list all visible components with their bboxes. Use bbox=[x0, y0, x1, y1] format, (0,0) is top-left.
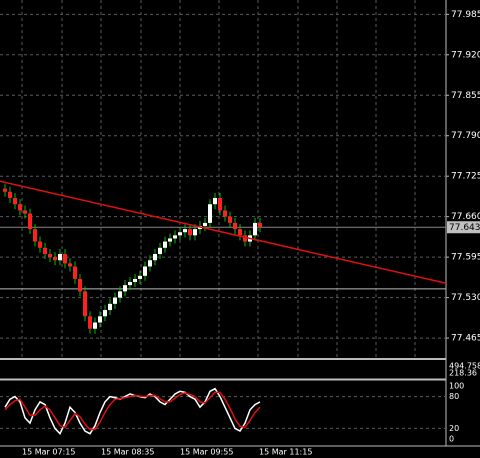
candle-body bbox=[103, 310, 107, 317]
candle-body bbox=[68, 263, 72, 267]
candle-body bbox=[118, 291, 122, 298]
y-tick-label: 77.920 bbox=[451, 50, 480, 60]
osc-tick-label: 20 bbox=[449, 424, 459, 433]
current-price-box bbox=[447, 221, 480, 234]
candle-body bbox=[38, 241, 42, 248]
y-tick-label: 77.530 bbox=[451, 293, 480, 303]
candle-body bbox=[18, 204, 22, 211]
y-tick-label: 77.595 bbox=[451, 253, 480, 263]
osc-tick-label: 80 bbox=[449, 392, 459, 401]
candle-body bbox=[233, 222, 237, 230]
osc-tick-label: 0 bbox=[449, 435, 454, 444]
candle-body bbox=[178, 232, 182, 236]
x-tick-label: 15 Mar 08:35 bbox=[101, 448, 154, 457]
candle-body bbox=[158, 247, 162, 255]
candle-body bbox=[168, 238, 172, 242]
y-tick-label: 77.660 bbox=[451, 212, 480, 222]
candle-body bbox=[93, 322, 97, 329]
osc-tick-label: 100 bbox=[449, 382, 464, 391]
candle-body bbox=[148, 260, 152, 267]
candle-body bbox=[228, 216, 232, 223]
candle-body bbox=[153, 254, 157, 261]
candle-body bbox=[63, 254, 67, 264]
current-price-label: 77.643 bbox=[449, 223, 480, 233]
candle-body bbox=[78, 278, 82, 292]
y-tick-label: 77.855 bbox=[451, 91, 480, 101]
candle-body bbox=[13, 197, 17, 205]
candle-body bbox=[113, 297, 117, 304]
candle-body bbox=[253, 222, 257, 236]
candle-body bbox=[23, 210, 27, 214]
indicator-label: 494.758 bbox=[449, 362, 480, 371]
candle-body bbox=[3, 188, 7, 192]
candle-body bbox=[258, 222, 262, 228]
x-tick-label: 15 Mar 07:15 bbox=[22, 448, 75, 457]
candle-body bbox=[128, 282, 132, 286]
candle-body bbox=[193, 229, 197, 236]
candle-body bbox=[53, 257, 57, 261]
candle-body bbox=[133, 278, 137, 283]
candle-body bbox=[223, 210, 227, 217]
indicator-label: 218.36 bbox=[449, 369, 477, 378]
candle-body bbox=[208, 204, 212, 223]
candle-body bbox=[163, 241, 167, 248]
trendline bbox=[0, 180, 447, 285]
y-tick-label: 77.725 bbox=[451, 172, 480, 182]
candle-body bbox=[8, 191, 12, 198]
y-tick-label: 77.465 bbox=[451, 334, 480, 344]
candle-body bbox=[213, 197, 217, 205]
y-tick-label: 77.985 bbox=[451, 10, 480, 20]
candle-body bbox=[238, 229, 242, 236]
candle-body bbox=[28, 213, 32, 230]
candle-body bbox=[48, 254, 52, 258]
oscillator-line bbox=[4, 391, 261, 431]
candle-body bbox=[173, 235, 177, 239]
candle-body bbox=[98, 316, 102, 323]
candle-body bbox=[108, 303, 112, 311]
candle-body bbox=[33, 229, 37, 242]
candle-body bbox=[218, 197, 222, 211]
candle-body bbox=[203, 222, 207, 227]
x-tick-label: 15 Mar 11:15 bbox=[259, 448, 312, 457]
candle-body bbox=[243, 235, 247, 242]
candle-body bbox=[88, 316, 92, 329]
candle-body bbox=[83, 291, 87, 317]
candle-body bbox=[188, 229, 192, 236]
candle-body bbox=[183, 229, 187, 233]
candle-body bbox=[58, 254, 62, 261]
candle-body bbox=[138, 275, 142, 279]
candle-body bbox=[43, 247, 47, 255]
y-tick-label: 77.790 bbox=[451, 131, 480, 141]
candle-body bbox=[143, 266, 147, 276]
candle-body bbox=[73, 266, 77, 279]
candle-body bbox=[123, 285, 127, 292]
x-tick-label: 15 Mar 09:55 bbox=[180, 448, 233, 457]
